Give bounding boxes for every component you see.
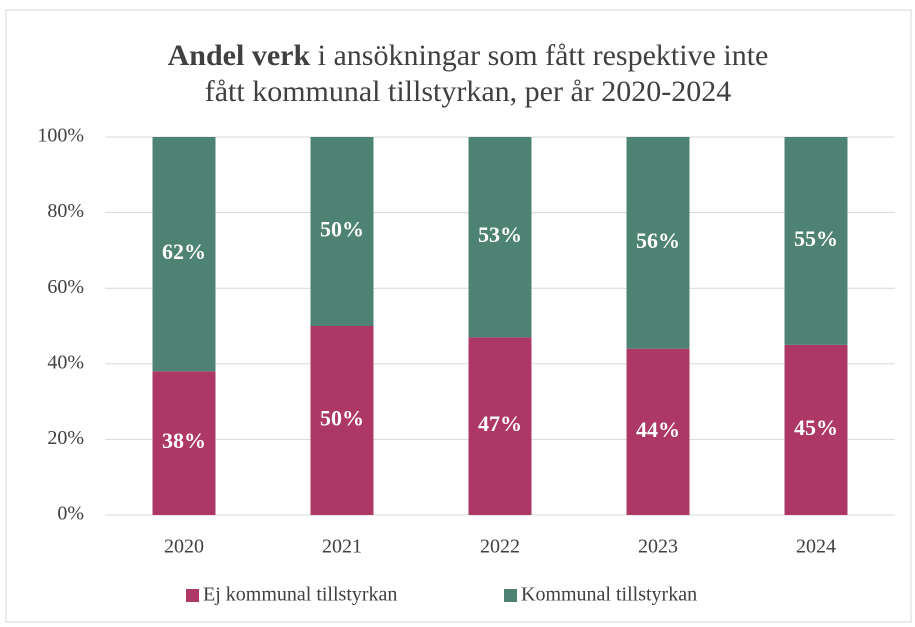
data-label: 38% [162,428,206,453]
legend-swatch [186,589,199,602]
title-line2: fått kommunal tillstyrkan, per år 2020-2… [205,75,732,108]
y-tick-label: 100% [37,125,84,147]
data-label: 45% [794,415,838,440]
data-label: 47% [478,411,522,436]
x-tick-label: 2020 [164,536,204,558]
data-label: 50% [320,406,364,431]
data-label: 55% [794,226,838,251]
legend-swatch [504,589,517,602]
bar-segment [310,137,374,326]
bar-segment [784,344,848,515]
data-label: 56% [636,228,680,253]
y-tick-label: 60% [47,276,84,298]
bar-segment [152,137,216,372]
y-tick-label: 80% [47,200,84,222]
data-label: 50% [320,217,364,242]
data-label: 62% [162,239,206,264]
bar-segment [468,337,532,515]
y-tick-label: 20% [47,427,84,449]
title-line1: i ansökningar som fått respektive inte [318,39,769,72]
legend-label: Kommunal tillstyrkan [521,584,697,606]
legend-label: Ej kommunal tillstyrkan [203,584,397,606]
x-tick-label: 2023 [638,536,678,558]
title-bold: Andel verk [168,39,311,72]
bar-segment [310,326,374,515]
y-tick-label: 40% [47,351,84,373]
x-tick-label: 2024 [796,536,836,558]
bar-segment [626,137,690,349]
bar-segment [152,371,216,515]
data-label: 53% [478,222,522,247]
bar-segment [626,348,690,515]
bar-segment [468,137,532,338]
data-label: 44% [636,417,680,442]
y-tick-label: 0% [57,503,84,525]
chart-title: Andel verk i ansökningar som fått respek… [168,39,769,72]
bar-segment [784,137,848,345]
x-tick-label: 2021 [322,536,362,558]
x-tick-label: 2022 [480,536,520,558]
